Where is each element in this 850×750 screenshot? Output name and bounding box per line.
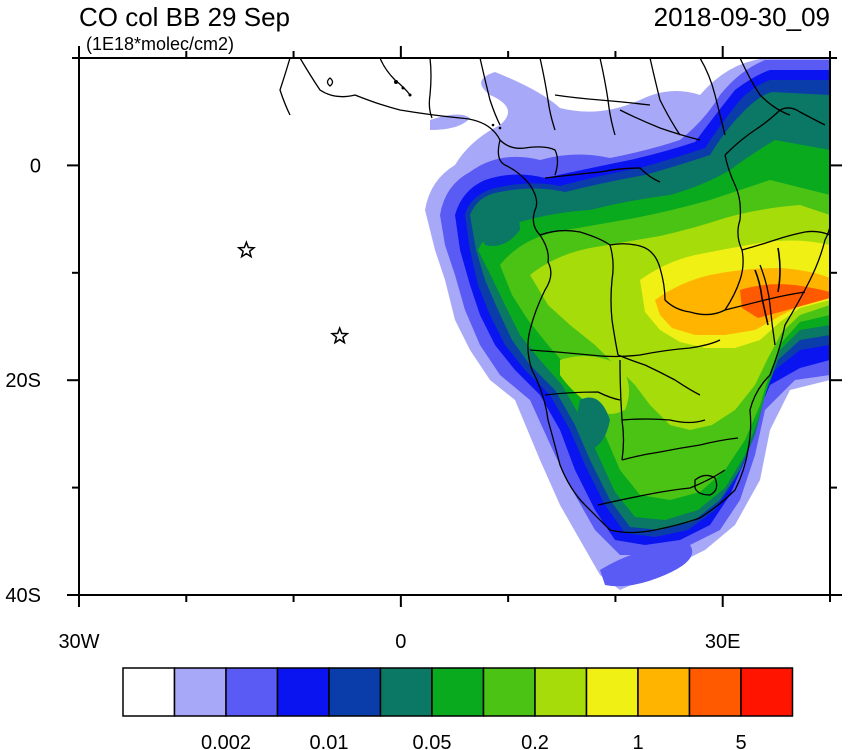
colorbar [122,667,794,717]
lon-tick-label-30w: 30W [58,631,99,653]
axis-ticks [67,46,842,607]
colorbar-box [585,667,639,717]
colorbar-label-005: 0.05 [413,732,452,750]
colorbar-box [482,667,536,717]
map-title: CO col BB 29 Sep [79,2,290,32]
colorbar-label-5: 5 [735,732,746,750]
marker-layer [236,240,350,345]
colorbar-box [173,667,227,717]
colorbar-box [688,667,742,717]
colorbar-label-001: 0.01 [310,732,349,750]
country-borders [279,58,830,534]
colorbar-label-1: 1 [632,732,643,750]
colorbar-box [276,667,330,717]
lon-tick-label-30e: 30E [705,631,741,653]
coast-islands [394,80,502,130]
colorbar-labels: 0.002 0.01 0.05 0.2 1 5 [201,732,747,750]
colorbar-box [431,667,485,717]
colorbar-label-0002: 0.002 [201,732,251,750]
colorbar-box [379,667,433,717]
colorbar-box [740,667,794,717]
lat-tick-label-0: 0 [30,155,41,177]
star-marker-2 [330,326,350,345]
colorbar-box [225,667,279,717]
map-units: (1E18*molec/cm2) [86,34,234,54]
map-timestamp: 2018-09-30_09 [654,2,830,32]
colorbar-label-02: 0.2 [521,732,549,750]
colorbar-box [122,667,176,717]
star-marker-1 [236,240,256,259]
colorbar-box [534,667,588,717]
lat-tick-label-40s: 40S [5,585,41,607]
map-frame [78,57,831,596]
lat-tick-label-20s: 20S [5,370,41,392]
lon-tick-label-0: 0 [395,631,406,653]
colorbar-box [328,667,382,717]
axis-tick-labels: 0 20S 40S 30W 0 30E [5,155,740,653]
colorbar-box [637,667,691,717]
co-column-field [425,58,830,590]
